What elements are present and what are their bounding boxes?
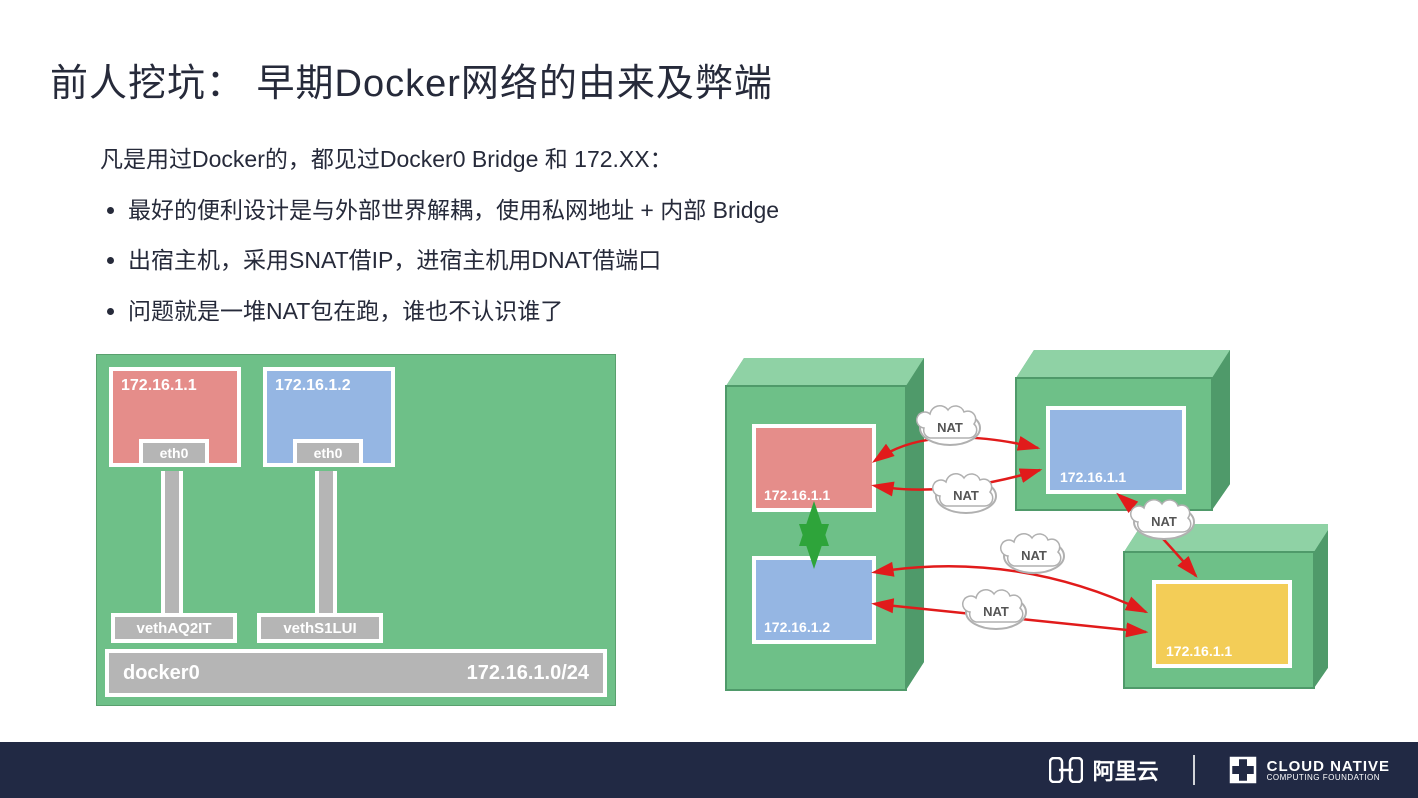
svg-text:172.16.1.2: 172.16.1.2: [764, 619, 830, 635]
intro-line: 凡是用过Docker的，都见过Docker0 Bridge 和 172.XX：: [100, 134, 779, 185]
svg-text:NAT: NAT: [983, 604, 1009, 619]
aliyun-logo: 阿里云: [1049, 754, 1159, 786]
footer-divider: [1193, 755, 1195, 785]
veth-right: vethS1LUI: [257, 613, 383, 643]
nat-cloud-2: NAT: [933, 474, 996, 513]
pipe-left: [161, 471, 183, 613]
eth0-right: eth0: [293, 439, 363, 467]
container-red-ip: 172.16.1.1: [121, 377, 197, 394]
container-blue-ip: 172.16.1.2: [275, 377, 351, 394]
svg-text:NAT: NAT: [953, 488, 979, 503]
svg-text:172.16.1.1: 172.16.1.1: [764, 487, 830, 503]
inner-h3-yellow: 172.16.1.1: [1154, 582, 1290, 666]
veth-left: vethAQ2IT: [111, 613, 237, 643]
nat-cloud-3: NAT: [1001, 534, 1064, 573]
footer-bar: 阿里云 CLOUD NATIVE COMPUTING FOUNDATION: [0, 742, 1418, 798]
right-diagram: 172.16.1.1 172.16.1.2 172.16.1.1 172.16.…: [716, 348, 1328, 708]
docker0-cidr: 172.16.1.0/24: [467, 662, 589, 685]
svg-text:NAT: NAT: [937, 420, 963, 435]
aliyun-icon: [1049, 757, 1083, 783]
bullet-3: 问题就是一堆NAT包在跑，谁也不认识谁了: [128, 286, 779, 337]
bullet-2: 出宿主机，采用SNAT借IP，进宿主机用DNAT借端口: [128, 235, 779, 286]
cncf-icon: [1229, 756, 1257, 784]
cncf-line1: CLOUD NATIVE: [1267, 759, 1390, 774]
nat-cloud-5: NAT: [1131, 500, 1194, 539]
eth0-left: eth0: [139, 439, 209, 467]
body-text: 凡是用过Docker的，都见过Docker0 Bridge 和 172.XX： …: [100, 134, 779, 336]
cncf-logo: CLOUD NATIVE COMPUTING FOUNDATION: [1229, 756, 1390, 784]
svg-text:NAT: NAT: [1021, 548, 1047, 563]
docker0-name: docker0: [123, 662, 200, 685]
svg-text:172.16.1.1: 172.16.1.1: [1060, 469, 1126, 485]
svg-text:172.16.1.1: 172.16.1.1: [1166, 643, 1232, 659]
inner-h1-blue: 172.16.1.2: [754, 558, 874, 642]
docker0-bridge: docker0 172.16.1.0/24: [105, 649, 607, 697]
cncf-line2: COMPUTING FOUNDATION: [1267, 774, 1390, 782]
slide-title: 前人挖坑： 早期Docker网络的由来及弊端: [50, 52, 773, 107]
nat-cloud-1: NAT: [917, 406, 980, 445]
pipe-right: [315, 471, 337, 613]
inner-h2-blue: 172.16.1.1: [1048, 408, 1184, 492]
svg-text:NAT: NAT: [1151, 514, 1177, 529]
left-diagram: 172.16.1.1 eth0 172.16.1.2 eth0 vethAQ2I…: [96, 354, 616, 706]
inner-h1-red: 172.16.1.1: [754, 426, 874, 510]
bullet-1: 最好的便利设计是与外部世界解耦，使用私网地址 + 内部 Bridge: [128, 185, 779, 236]
aliyun-text: 阿里云: [1093, 754, 1159, 786]
nat-cloud-4: NAT: [963, 590, 1026, 629]
